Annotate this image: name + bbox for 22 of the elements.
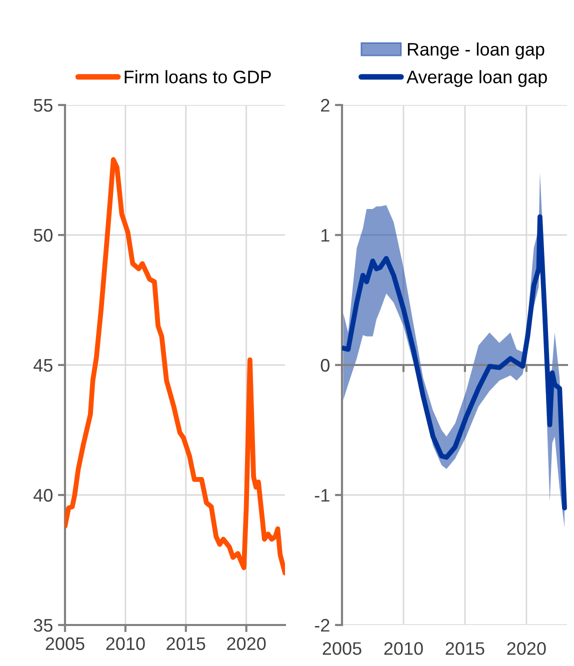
x-tick-label: 2005: [46, 637, 84, 650]
y-tick-label: 50: [34, 228, 52, 242]
y-tick-label: 0: [320, 358, 330, 372]
y-tick-label: 1: [322, 229, 330, 242]
y-tick-label: -1: [314, 489, 330, 502]
y-tick-label: 40: [34, 488, 52, 502]
x-tick-label: 2005: [322, 642, 362, 655]
x-tick-label: 2010: [384, 642, 423, 655]
text: Range - loan gap: [408, 42, 544, 60]
x-tick-label: 2015: [166, 637, 206, 650]
line-series: [65, 157, 285, 576]
x-tick-label: 2015: [446, 642, 484, 655]
legend-label: Average loan gap: [406, 70, 547, 87]
y-tick-label: 35: [34, 618, 52, 632]
y-tick-label: -2: [314, 618, 330, 632]
x-tick-label: 2020: [507, 642, 546, 655]
x-tick-label: 2020: [227, 637, 266, 650]
x-tick-label: 2010: [106, 637, 145, 650]
y-tick-label: 45: [34, 359, 52, 372]
y-tick-label: 55: [34, 99, 52, 112]
y-tick-label: 2: [321, 98, 330, 112]
legend-label: Firm loans to GDP: [124, 70, 271, 84]
